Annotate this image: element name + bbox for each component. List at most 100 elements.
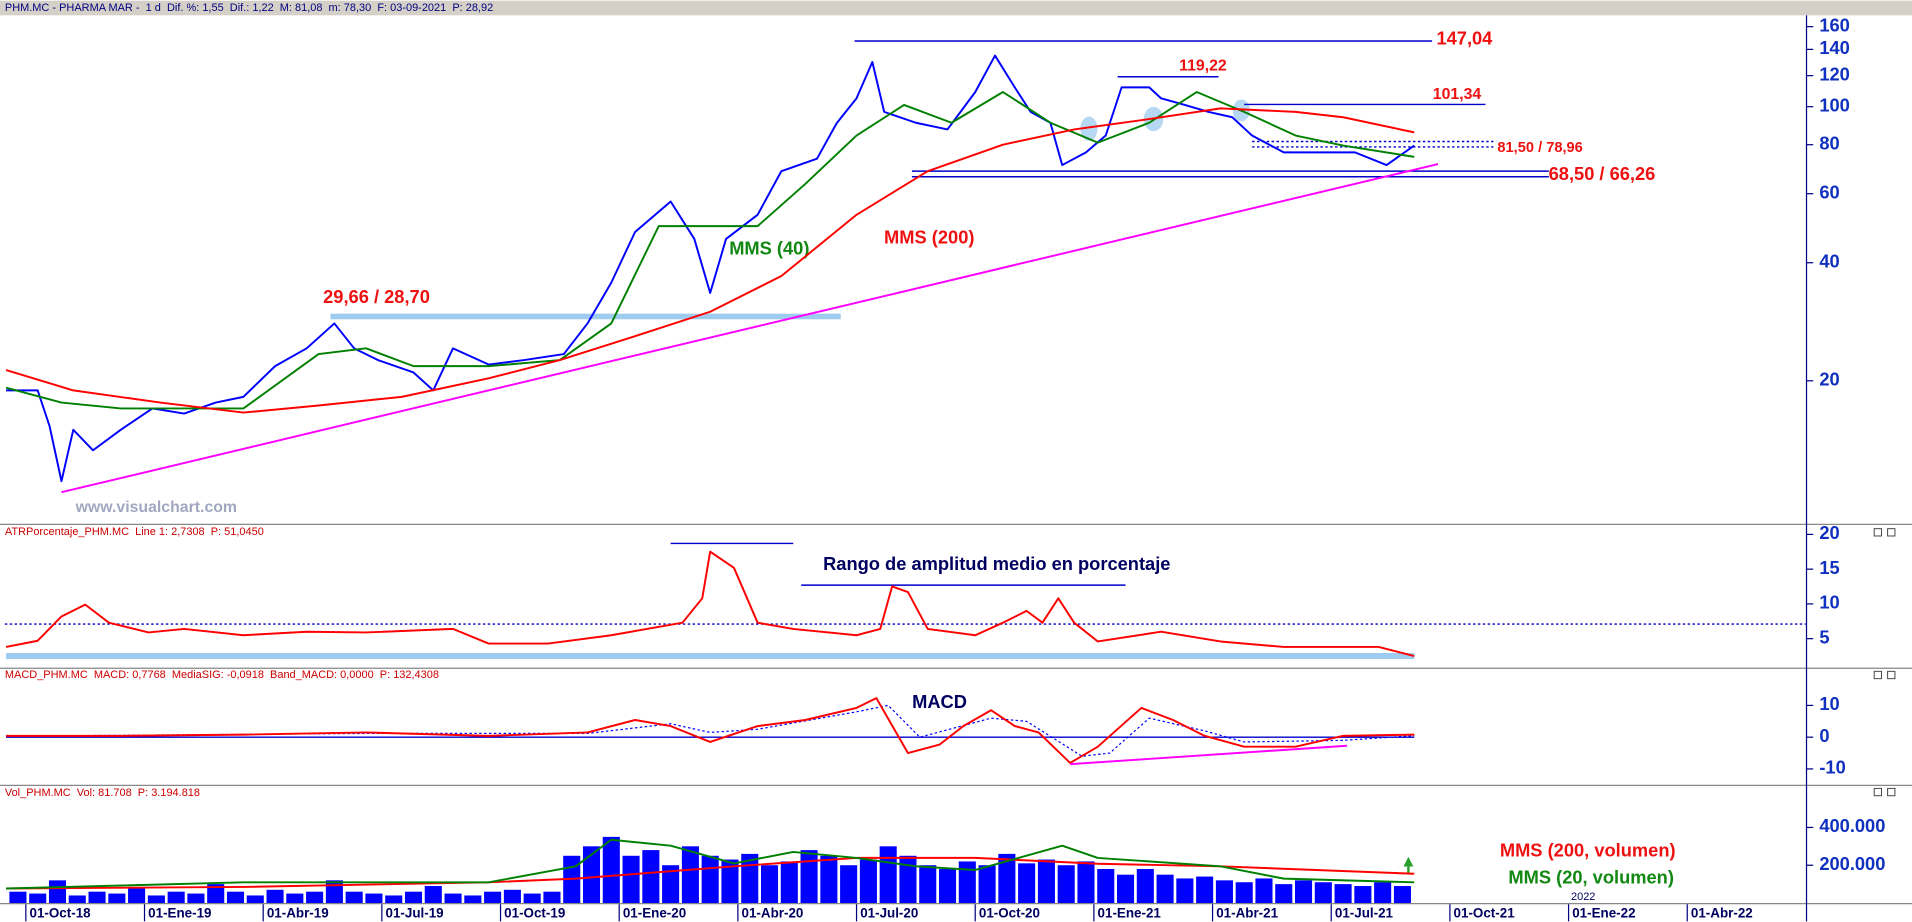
volume-bar	[721, 859, 739, 904]
volume-bar	[226, 891, 245, 904]
volume-bar	[602, 836, 620, 904]
button[interactable]	[1873, 670, 1883, 680]
volume-bar	[1393, 886, 1411, 904]
y-tick-label: 100	[1819, 95, 1850, 116]
volume-bar	[1255, 878, 1273, 904]
volume-bar	[385, 895, 403, 904]
volume-bar	[325, 880, 343, 904]
highlight	[1080, 116, 1098, 141]
level-label: 147,04	[1436, 28, 1493, 49]
y-tick-label: 40	[1819, 251, 1839, 272]
header-bar	[0, 0, 1912, 16]
volume-bar	[187, 893, 205, 904]
x-tick-label: 01-Ene-22	[1572, 906, 1635, 921]
volume-bar	[662, 865, 680, 904]
volume-bar	[424, 886, 442, 904]
x-tick-label: 01-Jul-20	[860, 906, 918, 921]
up-arrow	[1403, 856, 1414, 874]
volume-bar	[108, 893, 126, 904]
x-tick-label: 01-Oct-18	[30, 906, 92, 921]
panel-header: PHM.MC - PHARMA MAR - 1 d Dif. %: 1,55 D…	[5, 2, 493, 14]
volume-bar	[701, 855, 719, 904]
series-line	[6, 704, 1415, 757]
x-tick-label: 01-Abr-20	[742, 906, 804, 921]
y-tick-label: 160	[1819, 14, 1850, 35]
volume-bar	[1176, 878, 1194, 904]
volume-bar	[820, 855, 838, 904]
panel-header: Vol_PHM.MC Vol: 81.708 P: 3.194.818	[5, 787, 200, 799]
volume-bar	[48, 880, 67, 904]
x-tick-label: 01-Jul-21	[1335, 906, 1394, 921]
volume-bar	[29, 893, 47, 904]
volume-bar	[642, 850, 660, 904]
x-tick-label: 01-Oct-20	[979, 906, 1040, 921]
series-line	[61, 163, 1439, 494]
level-band	[330, 313, 841, 320]
y-tick-label: 80	[1819, 133, 1839, 154]
volume-bar	[1374, 882, 1392, 904]
volume-bar	[1136, 869, 1154, 904]
volume-bar	[978, 865, 996, 904]
x-tick-label: 01-Jul-19	[386, 906, 444, 921]
button[interactable]	[1873, 787, 1883, 797]
level-label: 68,50 / 66,26	[1549, 163, 1656, 184]
volume-bar	[1156, 874, 1174, 904]
volume-bar	[958, 861, 976, 904]
volume-bar	[128, 887, 146, 904]
volume-bar	[582, 846, 601, 904]
button[interactable]	[1887, 787, 1896, 797]
series-label: MMS (40)	[729, 237, 809, 258]
volume-bar	[938, 869, 957, 904]
volume-bar	[899, 855, 917, 904]
volume-bar	[1116, 874, 1135, 904]
series-line	[6, 856, 1415, 890]
volume-bar	[246, 895, 264, 904]
y-tick-label: 10	[1819, 592, 1839, 613]
x-tick-label: 01-Abr-21	[1216, 906, 1278, 921]
y-tick-label: 20	[1819, 369, 1839, 390]
x-tick-label: 01-Ene-21	[1098, 906, 1162, 921]
series-line	[6, 697, 1415, 764]
series-line	[1070, 744, 1348, 766]
x-tick-label: 01-Oct-21	[1454, 906, 1516, 921]
button[interactable]	[1887, 528, 1896, 537]
volume-bar	[622, 855, 640, 904]
x-tick-label: 01-Oct-19	[504, 906, 565, 921]
volume-bar	[503, 889, 521, 904]
volume-bar	[207, 884, 225, 904]
volume-bar	[760, 865, 779, 904]
y-tick-label: 400.000	[1819, 815, 1885, 836]
volume-bar	[1334, 884, 1352, 904]
series-label: MMS (20, volumen)	[1508, 866, 1674, 887]
volume-bar	[543, 891, 561, 904]
level-label: 101,34	[1433, 86, 1482, 103]
volume-bar	[266, 889, 284, 904]
volume-bar	[1018, 863, 1036, 904]
x-tick-label: 01-Abr-19	[267, 906, 329, 921]
y-tick-label: 5	[1819, 626, 1829, 647]
y-tick-label: 0	[1819, 725, 1829, 746]
volume-bar	[919, 865, 937, 904]
volume-bar	[464, 895, 482, 904]
volume-bar	[1295, 880, 1313, 904]
series-line	[5, 107, 1415, 414]
volume-bar	[1097, 869, 1115, 904]
series-line	[6, 838, 1415, 890]
button[interactable]	[1873, 528, 1883, 537]
y-tick-label: 200.000	[1819, 853, 1885, 874]
y-tick-label: 15	[1819, 557, 1839, 578]
panel-header: ATRPorcentaje_PHM.MC Line 1: 2,7308 P: 5…	[5, 526, 264, 538]
annotation: MACD	[912, 691, 967, 712]
y-tick-label: 120	[1819, 63, 1850, 84]
volume-bar	[68, 895, 86, 904]
button[interactable]	[1887, 670, 1896, 680]
volume-bar	[1077, 861, 1095, 904]
y-tick-label: 60	[1819, 182, 1839, 203]
volume-bar	[1354, 886, 1372, 904]
volume-bar	[345, 891, 363, 904]
volume-bar	[859, 859, 877, 904]
annotation: Rango de amplitud medio en porcentaje	[823, 553, 1170, 574]
series-line	[5, 550, 1415, 658]
volume-bar	[9, 891, 27, 904]
